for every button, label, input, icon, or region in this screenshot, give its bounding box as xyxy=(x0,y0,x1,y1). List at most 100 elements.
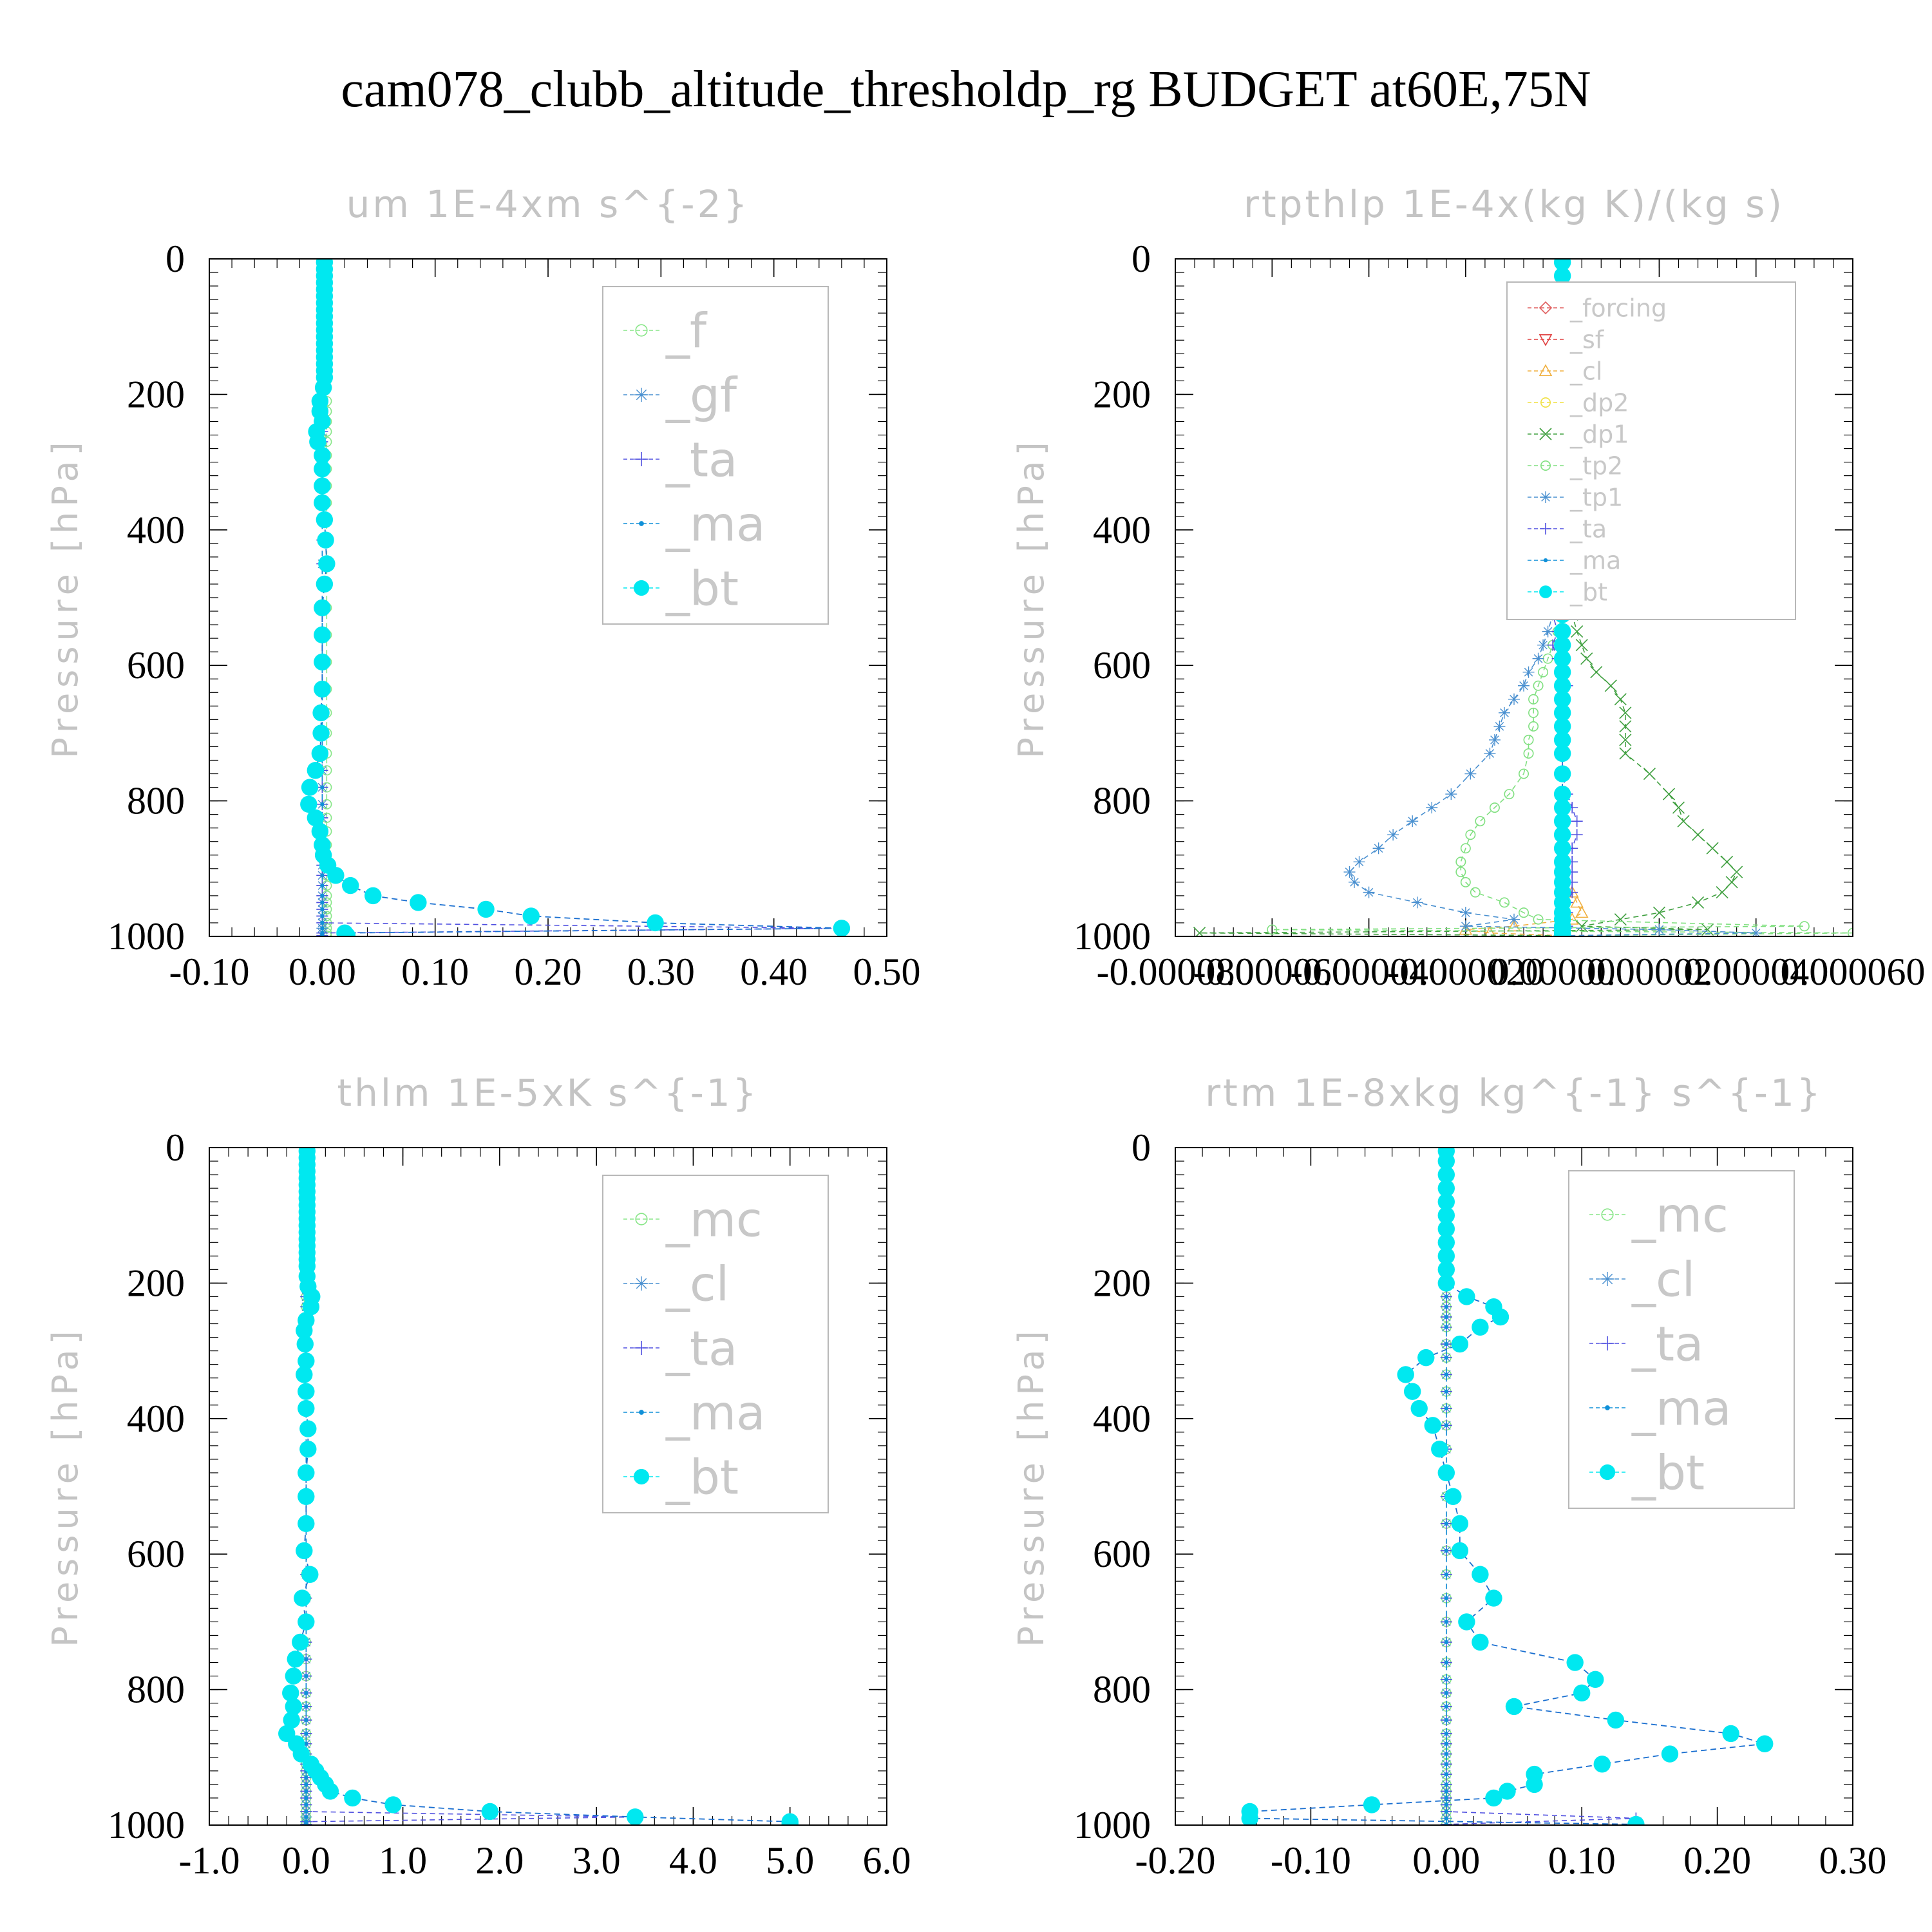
data-point xyxy=(304,1789,308,1794)
y-tick-label: 1000 xyxy=(1074,915,1151,958)
data-point xyxy=(311,822,329,840)
data-point xyxy=(304,1741,308,1746)
data-point xyxy=(1538,667,1549,677)
panel-2: rtpthlp 1E-4x(kg K)/(kg s) Pressure [hPa]… xyxy=(1011,182,1926,993)
legend-label: _dp1 xyxy=(1569,421,1629,449)
data-point xyxy=(1444,1772,1448,1777)
data-point xyxy=(304,1776,308,1780)
legend-entry: _gf xyxy=(623,368,738,424)
data-point xyxy=(1431,1440,1448,1458)
data-point xyxy=(1553,765,1571,782)
data-point xyxy=(1406,815,1419,828)
y-tick-label: 0 xyxy=(166,238,185,280)
data-point xyxy=(1458,1613,1475,1631)
data-point xyxy=(1455,857,1466,867)
data-point xyxy=(1444,1596,1448,1600)
data-point xyxy=(1444,1294,1448,1299)
data-point xyxy=(316,575,334,593)
data-point xyxy=(296,1335,314,1353)
data-point xyxy=(1505,1698,1523,1716)
x-tick-label: -0.000040 xyxy=(1290,951,1448,993)
data-point xyxy=(1519,768,1530,779)
data-point xyxy=(304,1657,308,1662)
data-point xyxy=(1437,1193,1455,1211)
data-point xyxy=(304,1782,308,1787)
data-point xyxy=(304,1803,308,1807)
data-point xyxy=(1475,816,1486,827)
data-point xyxy=(1444,1325,1448,1329)
data-point xyxy=(1716,886,1728,899)
data-point xyxy=(1437,1220,1455,1238)
legend-entry: _sf xyxy=(1528,326,1605,354)
data-point xyxy=(1472,1633,1489,1651)
data-point xyxy=(1614,693,1627,706)
data-point xyxy=(647,914,664,932)
data-point xyxy=(1553,690,1571,708)
legend-marker xyxy=(1539,585,1552,598)
data-point xyxy=(1444,1822,1448,1825)
legend-marker xyxy=(634,388,649,402)
data-point xyxy=(1523,748,1534,759)
legend-label: _cl xyxy=(665,1257,729,1312)
data-point xyxy=(1604,679,1617,692)
data-point xyxy=(1522,666,1535,678)
data-point xyxy=(318,555,336,573)
legend-marker xyxy=(1539,334,1553,346)
x-tick-label: 1.0 xyxy=(379,1839,427,1882)
panel-title: thlm 1E-5xK s^{-1} xyxy=(337,1071,759,1115)
data-point xyxy=(300,795,317,813)
data-point xyxy=(1537,639,1549,651)
legend-marker xyxy=(633,580,650,596)
legend-marker xyxy=(634,452,649,466)
data-point xyxy=(1614,913,1627,926)
y-tick-label: 200 xyxy=(127,373,185,415)
data-point xyxy=(365,887,382,905)
x-tick-label: -0.000060 xyxy=(1193,951,1351,993)
data-point xyxy=(1848,927,1853,936)
panels: um 1E-4xm s^{-2}Pressure [hPa]-0.10 0.00 0… xyxy=(45,182,1926,1882)
legend-marker xyxy=(1600,1272,1615,1286)
data-point xyxy=(304,1731,308,1736)
data-point xyxy=(314,379,332,397)
legend: _mc _cl _ta _ma _bt xyxy=(1568,1170,1795,1509)
data-point xyxy=(292,1633,309,1651)
data-point xyxy=(1444,1314,1448,1320)
legend-label: _mc xyxy=(665,1193,762,1248)
data-point xyxy=(1444,1660,1448,1665)
axes-frame xyxy=(1175,258,1853,937)
data-point xyxy=(1410,1399,1428,1417)
data-point xyxy=(384,1796,402,1814)
x-tick-label: 2.0 xyxy=(475,1839,524,1882)
data-point xyxy=(320,883,325,888)
x-tick-label: -0.000020 xyxy=(1387,951,1544,993)
legend-marker xyxy=(639,521,644,526)
data-point xyxy=(1444,1548,1448,1553)
data-point xyxy=(1528,721,1539,732)
data-point xyxy=(327,867,345,884)
data-point xyxy=(314,477,331,495)
legend-marker xyxy=(634,1276,649,1291)
data-point xyxy=(1488,734,1501,746)
legend-entry: _f xyxy=(623,304,708,359)
data-point xyxy=(304,1822,308,1825)
data-point xyxy=(304,1815,308,1819)
data-point xyxy=(316,511,334,529)
data-point xyxy=(1542,625,1554,638)
data-point xyxy=(1553,826,1571,844)
data-point xyxy=(1691,828,1705,841)
data-point xyxy=(298,1488,315,1505)
legend-entry: _cl xyxy=(1589,1253,1695,1308)
legend-label: _forcing xyxy=(1569,294,1667,323)
data-point xyxy=(1607,1711,1624,1729)
panel-title: rtm 1E-8xkg kg^{-1} s^{-1} xyxy=(1205,1071,1823,1115)
data-point xyxy=(320,893,325,898)
y-tick-label: 600 xyxy=(1093,1533,1151,1575)
data-point xyxy=(1464,768,1477,780)
data-point xyxy=(1553,799,1571,817)
data-point xyxy=(481,1803,499,1821)
data-point xyxy=(1444,1752,1448,1756)
data-point xyxy=(1526,1776,1543,1794)
legend-label: _cl xyxy=(1569,357,1602,386)
data-point xyxy=(1653,923,1665,936)
legend-entry: _ta xyxy=(623,1321,737,1377)
